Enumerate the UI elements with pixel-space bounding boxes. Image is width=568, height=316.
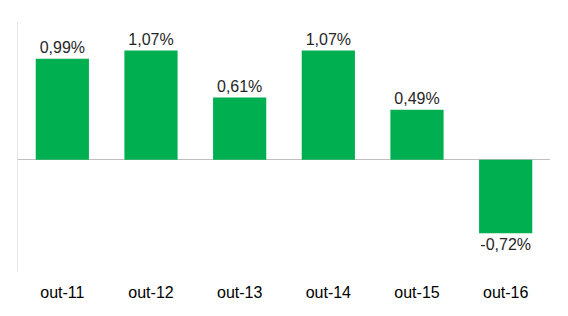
svg-text:1,07%: 1,07%	[306, 31, 351, 48]
svg-text:-0,72%: -0,72%	[480, 236, 531, 253]
svg-text:out-15: out-15	[394, 284, 439, 301]
svg-text:out-12: out-12	[128, 284, 173, 301]
svg-text:out-16: out-16	[483, 284, 528, 301]
svg-text:1,07%: 1,07%	[128, 31, 173, 48]
svg-text:0,99%: 0,99%	[40, 39, 85, 56]
svg-text:0,49%: 0,49%	[394, 90, 439, 107]
svg-text:0,61%: 0,61%	[217, 78, 262, 95]
svg-text:out-13: out-13	[217, 284, 262, 301]
svg-text:out-11: out-11	[40, 284, 84, 301]
svg-text:out-14: out-14	[306, 284, 351, 301]
